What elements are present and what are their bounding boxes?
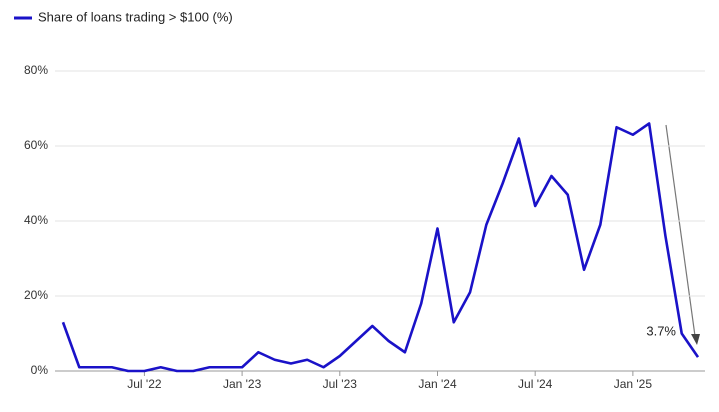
x-tick-label: Jan '24 <box>418 377 457 391</box>
value-label: 3.7% <box>646 324 676 339</box>
legend-label: Share of loans trading > $100 (%) <box>38 9 233 24</box>
y-tick-label: 80% <box>24 63 48 77</box>
x-tick-label: Jan '25 <box>614 377 653 391</box>
y-tick-label: 40% <box>24 213 48 227</box>
annotation-arrowhead <box>691 334 700 345</box>
x-tick-label: Jul '22 <box>127 377 162 391</box>
y-tick-label: 20% <box>24 288 48 302</box>
annotation-arrow <box>665 124 696 337</box>
x-tick-label: Jul '23 <box>323 377 358 391</box>
y-tick-label: 0% <box>31 363 49 377</box>
x-tick-label: Jan '23 <box>223 377 262 391</box>
data-line <box>61 122 700 373</box>
x-tick-label: Jul '24 <box>518 377 553 391</box>
y-tick-label: 60% <box>24 138 48 152</box>
